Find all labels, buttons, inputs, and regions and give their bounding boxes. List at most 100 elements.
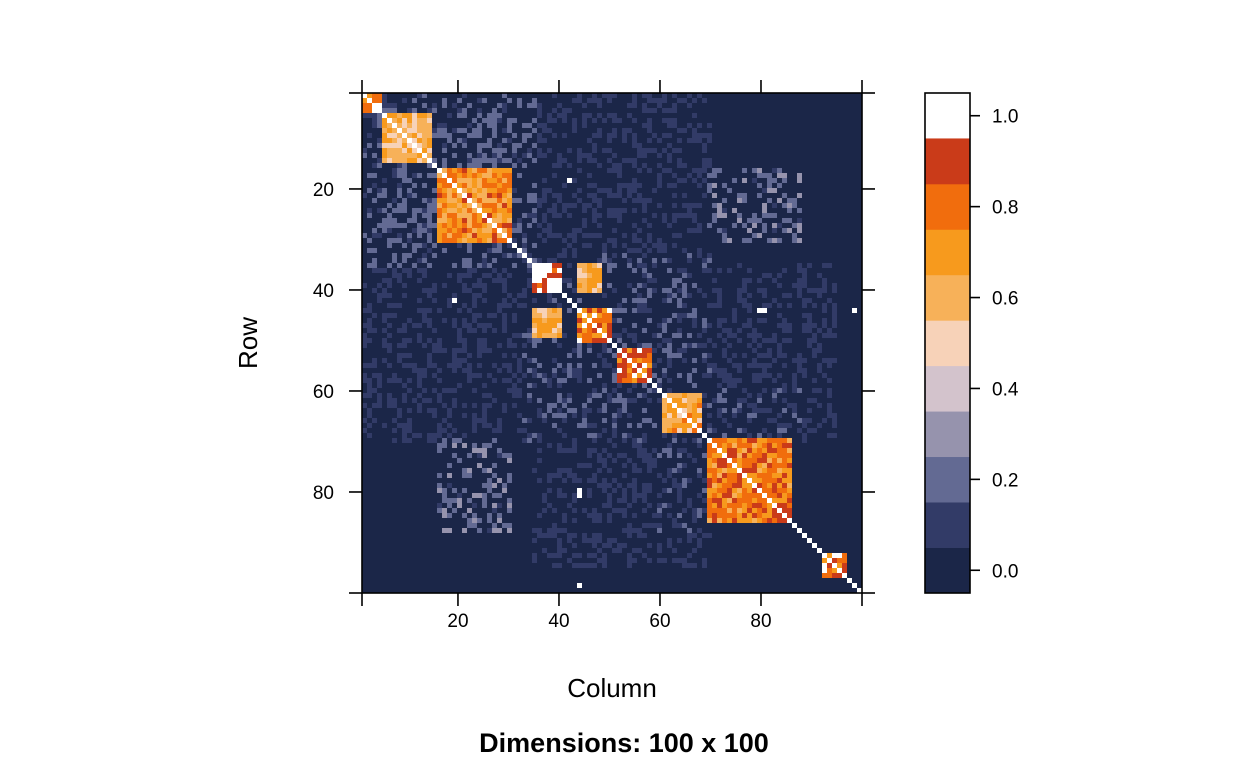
heatmap-cell bbox=[572, 318, 578, 324]
heatmap-cell bbox=[842, 168, 848, 174]
heatmap-cell bbox=[677, 273, 683, 279]
heatmap-cell bbox=[457, 123, 463, 129]
heatmap-cell bbox=[392, 153, 398, 159]
heatmap-cell bbox=[437, 218, 443, 224]
heatmap-cell bbox=[772, 103, 778, 109]
heatmap-cell bbox=[737, 158, 743, 164]
heatmap-cell bbox=[717, 323, 723, 329]
heatmap-cell bbox=[787, 263, 793, 269]
heatmap-cell bbox=[852, 178, 858, 184]
heatmap-cell bbox=[797, 263, 803, 269]
heatmap-cell bbox=[637, 313, 643, 319]
heatmap-cell bbox=[512, 148, 518, 154]
heatmap-cell bbox=[447, 223, 453, 229]
heatmap-cell bbox=[692, 198, 698, 204]
heatmap-cell bbox=[637, 258, 643, 264]
heatmap-cell bbox=[607, 203, 613, 209]
heatmap-cell bbox=[362, 228, 368, 234]
heatmap-cell bbox=[597, 278, 603, 284]
heatmap-cell bbox=[412, 178, 418, 184]
heatmap-cell bbox=[767, 178, 773, 184]
heatmap-cell bbox=[792, 243, 798, 249]
heatmap-cell bbox=[742, 318, 748, 324]
heatmap-cell bbox=[587, 93, 593, 99]
heatmap-cell bbox=[447, 303, 453, 309]
heatmap-cell bbox=[502, 168, 508, 174]
heatmap-cell bbox=[662, 233, 668, 239]
heatmap-cell bbox=[412, 103, 418, 109]
heatmap-cell bbox=[422, 293, 428, 299]
heatmap-cell bbox=[652, 173, 658, 179]
heatmap-cell bbox=[812, 253, 818, 259]
heatmap-cell bbox=[822, 198, 828, 204]
heatmap-cell bbox=[787, 283, 793, 289]
heatmap-cell bbox=[617, 183, 623, 189]
heatmap-cell bbox=[597, 138, 603, 144]
heatmap-cell bbox=[672, 278, 678, 284]
heatmap-cell bbox=[707, 198, 713, 204]
heatmap-cell bbox=[717, 328, 723, 334]
heatmap-cell bbox=[767, 238, 773, 244]
heatmap-cell bbox=[562, 308, 568, 314]
heatmap-cell bbox=[457, 248, 463, 254]
heatmap-cell bbox=[842, 288, 848, 294]
heatmap-cell bbox=[647, 158, 653, 164]
heatmap-cell bbox=[452, 183, 458, 189]
heatmap-cell bbox=[782, 163, 788, 169]
heatmap-cell bbox=[517, 283, 523, 289]
heatmap-cell bbox=[382, 323, 388, 329]
heatmap-cell bbox=[547, 338, 553, 344]
heatmap-cell bbox=[547, 318, 553, 324]
heatmap-cell bbox=[452, 213, 458, 219]
heatmap-cell bbox=[777, 283, 783, 289]
heatmap-cell bbox=[362, 103, 368, 109]
heatmap-cell bbox=[417, 143, 423, 149]
heatmap-cell bbox=[612, 228, 618, 234]
heatmap-cell bbox=[622, 143, 628, 149]
heatmap-cell bbox=[737, 228, 743, 234]
heatmap-cell bbox=[857, 268, 863, 274]
heatmap-cell bbox=[797, 128, 803, 134]
heatmap-cell bbox=[392, 113, 398, 119]
heatmap-cell bbox=[572, 233, 578, 239]
heatmap-cell bbox=[417, 128, 423, 134]
heatmap-cell bbox=[797, 218, 803, 224]
heatmap-cell bbox=[762, 253, 768, 259]
heatmap-cell bbox=[437, 308, 443, 314]
heatmap-cell bbox=[707, 143, 713, 149]
heatmap-cell bbox=[827, 223, 833, 229]
heatmap-cell bbox=[587, 233, 593, 239]
heatmap-cell bbox=[847, 158, 853, 164]
heatmap-cell bbox=[502, 268, 508, 274]
heatmap-cell bbox=[762, 263, 768, 269]
heatmap-cell bbox=[492, 303, 498, 309]
heatmap-cell bbox=[737, 248, 743, 254]
heatmap-cell bbox=[407, 188, 413, 194]
heatmap-cell bbox=[832, 253, 838, 259]
heatmap-cell bbox=[777, 193, 783, 199]
heatmap-cell bbox=[727, 143, 733, 149]
heatmap-cell bbox=[497, 238, 503, 244]
heatmap-cell bbox=[582, 253, 588, 259]
heatmap-cell bbox=[362, 243, 368, 249]
heatmap-cell bbox=[612, 258, 618, 264]
heatmap-cell bbox=[462, 133, 468, 139]
heatmap-cell bbox=[812, 323, 818, 329]
heatmap-cell bbox=[557, 313, 563, 319]
heatmap-cell bbox=[607, 338, 613, 344]
heatmap-cell bbox=[462, 243, 468, 249]
heatmap-cell bbox=[597, 113, 603, 119]
heatmap-cell bbox=[617, 293, 623, 299]
heatmap-cell bbox=[652, 313, 658, 319]
heatmap-cell bbox=[507, 288, 513, 294]
heatmap-cell bbox=[562, 283, 568, 289]
heatmap-cell bbox=[522, 168, 528, 174]
heatmap-cell bbox=[707, 328, 713, 334]
heatmap-cell bbox=[807, 188, 813, 194]
heatmap-cell bbox=[537, 138, 543, 144]
heatmap-cell bbox=[822, 173, 828, 179]
heatmap-cell bbox=[427, 98, 433, 104]
heatmap-cell bbox=[512, 118, 518, 124]
heatmap-cell bbox=[707, 113, 713, 119]
heatmap-cell bbox=[467, 128, 473, 134]
